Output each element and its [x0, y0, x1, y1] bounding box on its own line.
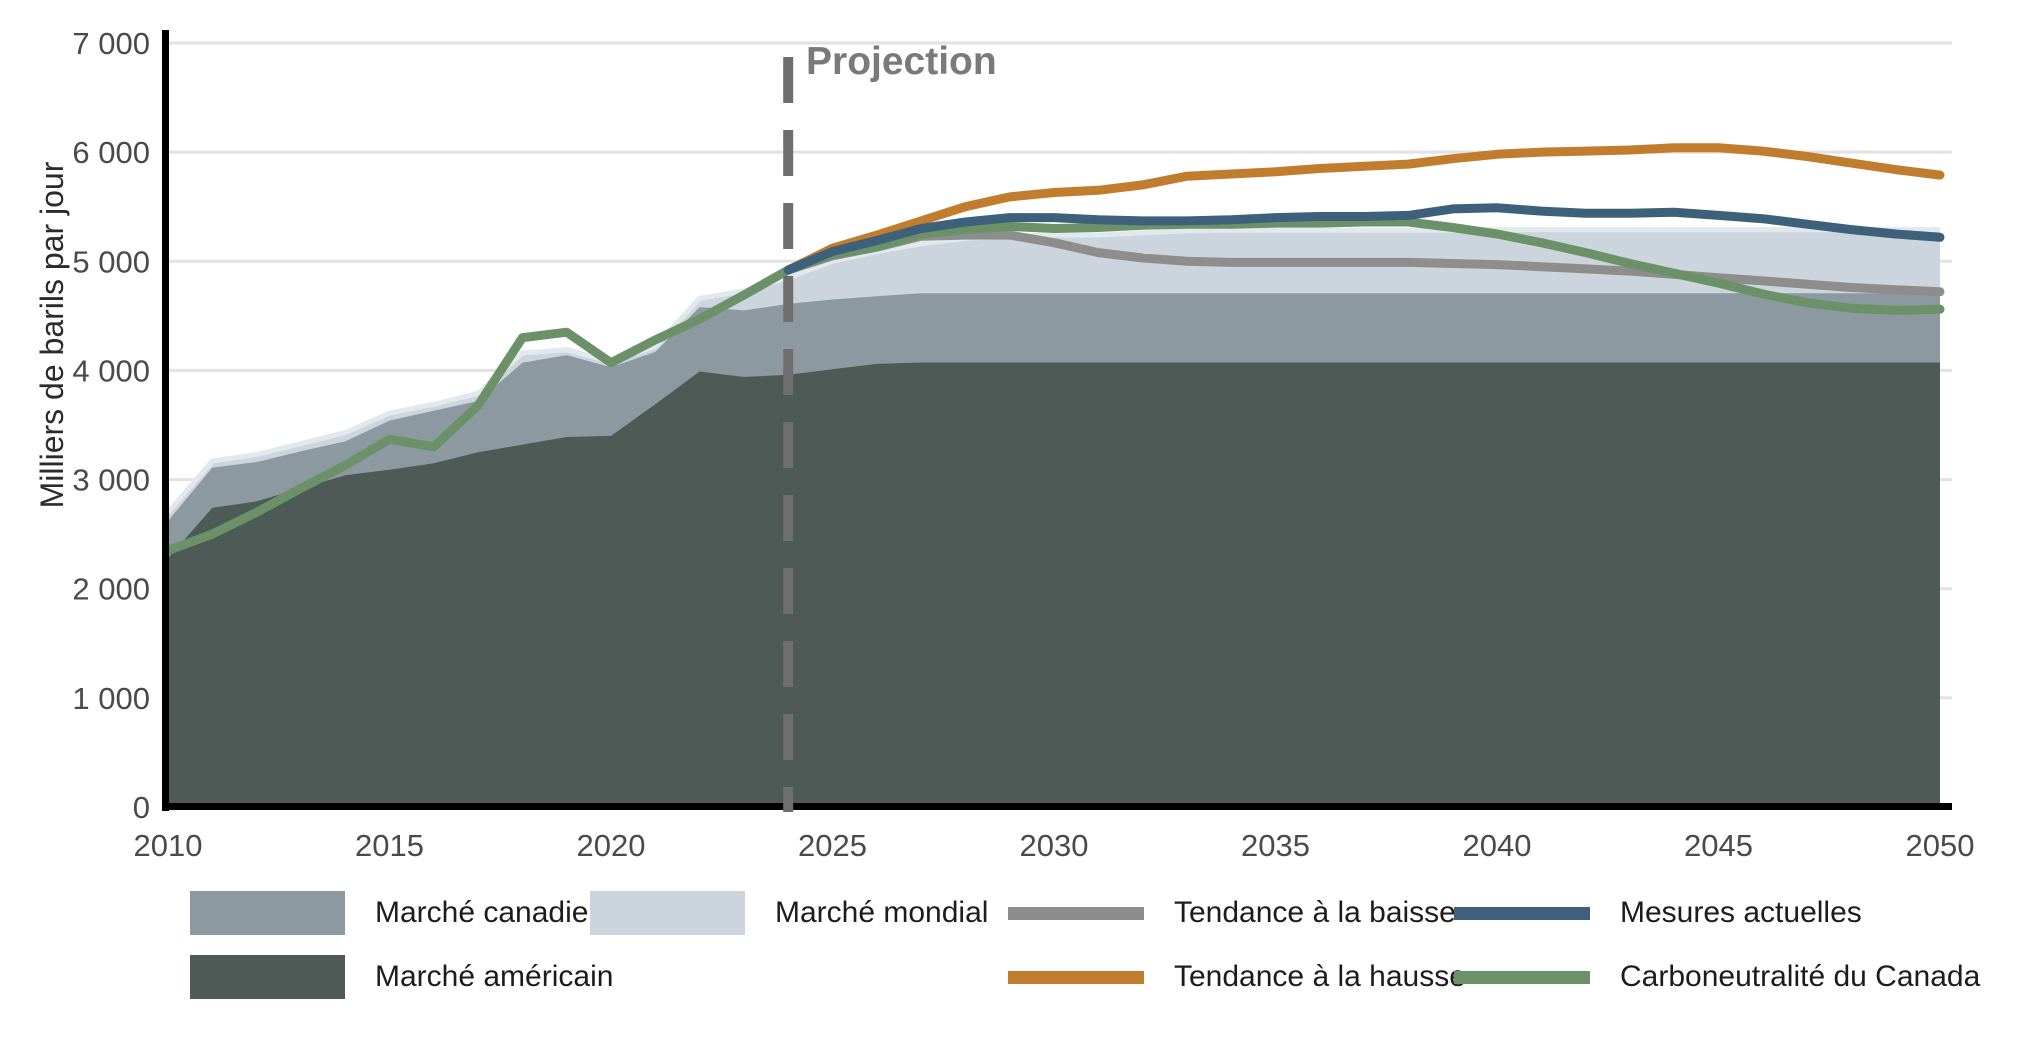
y-axis-title: Milliers de barils par jour	[34, 161, 70, 509]
marche-americain-swatch	[190, 955, 345, 999]
legend-item-marche-mondial: Marché mondial	[590, 889, 988, 937]
x-tick-label: 2035	[1241, 828, 1310, 863]
area-march-am-ricain	[168, 362, 1940, 807]
mesures-actuelles-swatch	[1454, 906, 1590, 920]
line-mesures-actuelles	[783, 203, 1945, 275]
x-tick-label: 2030	[1020, 828, 1089, 863]
legend-label: Tendance à la baisse	[1174, 896, 1456, 929]
y-tick-label: 2 000	[72, 572, 150, 607]
x-tick-label: 2045	[1684, 828, 1753, 863]
legend-label: Carboneutralité du Canada	[1620, 960, 1981, 993]
y-tick-label: 5 000	[72, 244, 150, 279]
x-tick-label: 2050	[1906, 828, 1975, 863]
y-tick-label: 1 000	[72, 681, 150, 716]
x-tick-label: 2010	[134, 828, 203, 863]
y-tick-label: 6 000	[72, 135, 150, 170]
legend-item-marche-americain: Marché américain	[190, 953, 613, 1001]
x-axis-spine	[162, 803, 1952, 810]
y-tick-label: 4 000	[72, 353, 150, 388]
marche-mondial-swatch	[590, 891, 745, 935]
legend-item-carboneutralite: Carboneutralité du Canada	[1454, 953, 1980, 1001]
legend-label: Marché mondial	[775, 896, 989, 929]
projection-label: Projection	[806, 40, 997, 83]
legend-label: Marché canadien	[375, 896, 606, 929]
legend-label: Tendance à la hausse	[1174, 960, 1466, 993]
carboneutralite-swatch	[1454, 970, 1590, 984]
marche-canadien-swatch	[190, 891, 345, 935]
y-axis-spine	[162, 30, 169, 811]
legend-item-tendance-baisse: Tendance à la baisse	[1008, 889, 1456, 937]
area-top-edge	[166, 227, 1940, 514]
x-tick-label: 2015	[355, 828, 424, 863]
legend-item-mesures-actuelles: Mesures actuelles	[1454, 889, 1862, 937]
tendance-hausse-swatch	[1008, 970, 1144, 984]
x-tick-label: 2040	[1463, 828, 1532, 863]
line-carboneutralit-du-canada	[163, 217, 1945, 555]
y-tick-label: 3 000	[72, 463, 150, 498]
y-tick-label: 7 000	[72, 26, 150, 61]
tendance-baisse-swatch	[1008, 906, 1144, 920]
legend-label: Marché américain	[375, 960, 614, 993]
x-tick-label: 2025	[798, 828, 867, 863]
legend-label: Mesures actuelles	[1620, 896, 1862, 929]
legend-item-tendance-hausse: Tendance à la hausse	[1008, 953, 1466, 1001]
line-tendance-la-hausse	[783, 143, 1945, 275]
x-tick-label: 2020	[577, 828, 646, 863]
y-tick-label: 0	[133, 790, 150, 825]
legend-item-marche-canadien: Marché canadien	[190, 889, 605, 937]
line-tendance-la-baisse	[783, 230, 1945, 297]
